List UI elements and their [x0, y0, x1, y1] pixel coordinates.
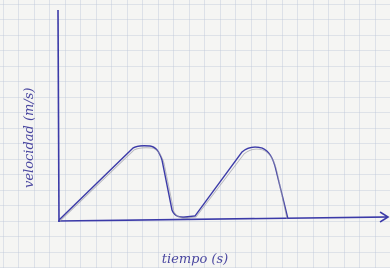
x-axis-label: tiempo (s) [162, 252, 229, 267]
y-axis [58, 10, 59, 222]
page: {"axes": {"y_label": "velocidad (m/s)", … [0, 0, 390, 268]
graph-paper-sketch: velocidad (m/s) tiempo (s) [0, 0, 390, 268]
y-axis-label: velocidad (m/s) [22, 87, 37, 188]
